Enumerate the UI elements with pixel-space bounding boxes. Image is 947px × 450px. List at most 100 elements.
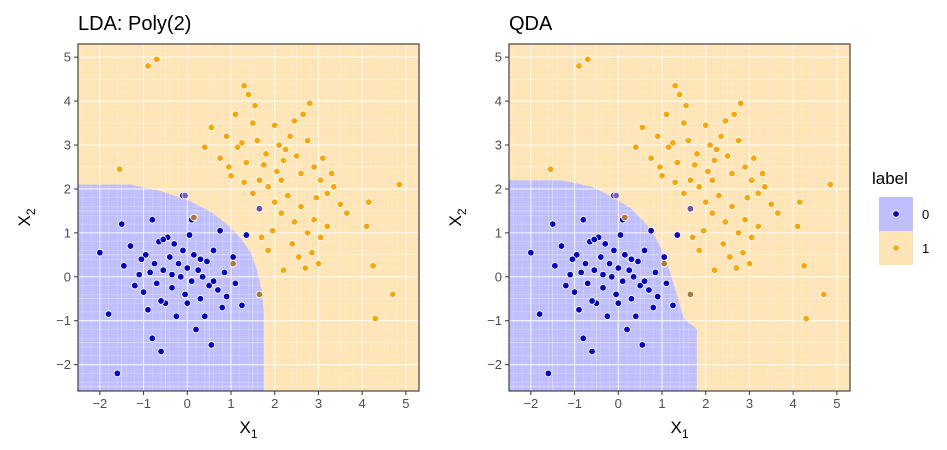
data-point-class-1 (260, 161, 268, 169)
data-point-misclassified (660, 259, 668, 268)
data-point-class-0 (570, 288, 579, 296)
data-point-class-1 (310, 163, 318, 171)
data-point-class-0 (535, 310, 544, 318)
chart-title: QDA (509, 13, 553, 35)
data-point-class-1 (240, 82, 248, 90)
data-point-class-0 (135, 270, 143, 279)
x-tick-label: 4 (790, 396, 797, 411)
data-point-class-0 (196, 295, 205, 303)
y-tick-label: 1 (64, 225, 71, 240)
data-point-class-1 (712, 145, 721, 154)
x-tick-label: 2 (702, 396, 709, 411)
data-point-class-0 (177, 273, 185, 281)
data-point-class-0 (566, 270, 574, 279)
data-point-class-0 (632, 312, 640, 321)
data-point-class-0 (588, 347, 596, 356)
chart-title: LDA: Poly(2) (78, 13, 191, 35)
data-point-class-1 (800, 262, 808, 270)
y-tick-label: −1 (487, 313, 502, 328)
data-point-class-0 (166, 253, 174, 261)
data-point-class-0 (209, 277, 218, 285)
x-axis-label: X1 (670, 418, 688, 441)
data-point-class-0 (205, 281, 213, 290)
data-point-class-1 (323, 222, 331, 230)
x-tick-label: 2 (271, 396, 278, 411)
x-tick-label: 1 (227, 396, 234, 411)
data-point-class-0 (629, 273, 638, 281)
data-point-class-0 (627, 295, 636, 303)
data-point-misclassified (229, 259, 237, 268)
data-point-class-1 (306, 99, 314, 107)
data-point-class-1 (268, 226, 277, 235)
data-point-class-0 (203, 257, 211, 266)
data-point-class-1 (115, 165, 124, 173)
data-point-class-1 (684, 136, 692, 145)
data-point-class-1 (774, 209, 782, 217)
data-point-class-1 (741, 215, 749, 224)
y-axis-label: X2 (15, 208, 38, 226)
data-point-class-0 (229, 253, 237, 261)
data-point-class-0 (673, 231, 682, 239)
data-point-class-0 (183, 264, 191, 272)
data-point-class-0 (148, 334, 157, 342)
y-tick-label: 4 (64, 94, 71, 109)
data-point-class-0 (618, 277, 627, 285)
data-point-class-1 (222, 132, 231, 140)
data-point-class-0 (647, 226, 655, 235)
data-point-class-0 (638, 341, 647, 349)
data-point-class-1 (546, 165, 555, 173)
data-point-class-1 (723, 152, 732, 160)
data-point-class-0 (187, 277, 196, 285)
data-point-class-1 (281, 145, 290, 154)
tile-grid (509, 44, 850, 391)
data-point-class-0 (612, 290, 620, 299)
data-point-class-0 (614, 264, 622, 272)
data-point-class-0 (568, 255, 577, 263)
data-point-class-1 (680, 119, 688, 127)
data-point-class-0 (142, 251, 150, 259)
data-point-class-0 (590, 235, 598, 244)
data-point-class-1 (343, 209, 351, 217)
data-point-class-0 (625, 266, 633, 274)
data-point-class-1 (734, 136, 743, 145)
data-point-class-1 (273, 167, 281, 176)
data-point-misclassified (686, 205, 695, 213)
legend-dot-1 (892, 244, 900, 252)
data-point-class-0 (651, 268, 660, 277)
data-point-class-1 (327, 169, 336, 178)
data-point-class-0 (605, 259, 614, 268)
x-tick-label: −2 (523, 396, 538, 411)
data-point-class-1 (656, 163, 664, 171)
data-point-class-0 (104, 310, 113, 318)
data-point-class-0 (183, 299, 191, 307)
data-point-class-1 (371, 314, 379, 323)
data-point-class-1 (310, 215, 318, 224)
data-point-class-0 (172, 312, 181, 321)
data-point-class-0 (599, 270, 607, 279)
data-point-class-1 (647, 154, 655, 162)
data-point-class-1 (706, 141, 714, 149)
data-point-class-0 (168, 270, 176, 279)
data-point-class-0 (150, 259, 159, 268)
data-point-class-1 (793, 222, 802, 230)
data-point-class-1 (638, 123, 647, 132)
y-axis-label: X2 (446, 208, 469, 226)
data-point-class-1 (303, 136, 312, 145)
data-point-class-0 (126, 242, 135, 250)
x-tick-label: −1 (136, 396, 151, 411)
data-point-class-1 (745, 259, 754, 268)
data-point-class-1 (295, 253, 303, 261)
data-point-class-0 (192, 325, 200, 334)
data-point-class-1 (297, 202, 305, 211)
data-point-class-1 (747, 233, 756, 241)
data-point-class-0 (179, 246, 187, 255)
data-point-class-0 (645, 286, 653, 294)
data-point-class-0 (96, 248, 104, 257)
data-point-class-0 (562, 281, 570, 290)
y-tick-label: 4 (495, 94, 502, 109)
data-point-class-1 (728, 202, 736, 211)
data-point-class-1 (249, 119, 257, 127)
data-point-class-0 (144, 306, 152, 314)
data-point-class-1 (721, 218, 730, 226)
data-point-misclassified (181, 191, 189, 200)
